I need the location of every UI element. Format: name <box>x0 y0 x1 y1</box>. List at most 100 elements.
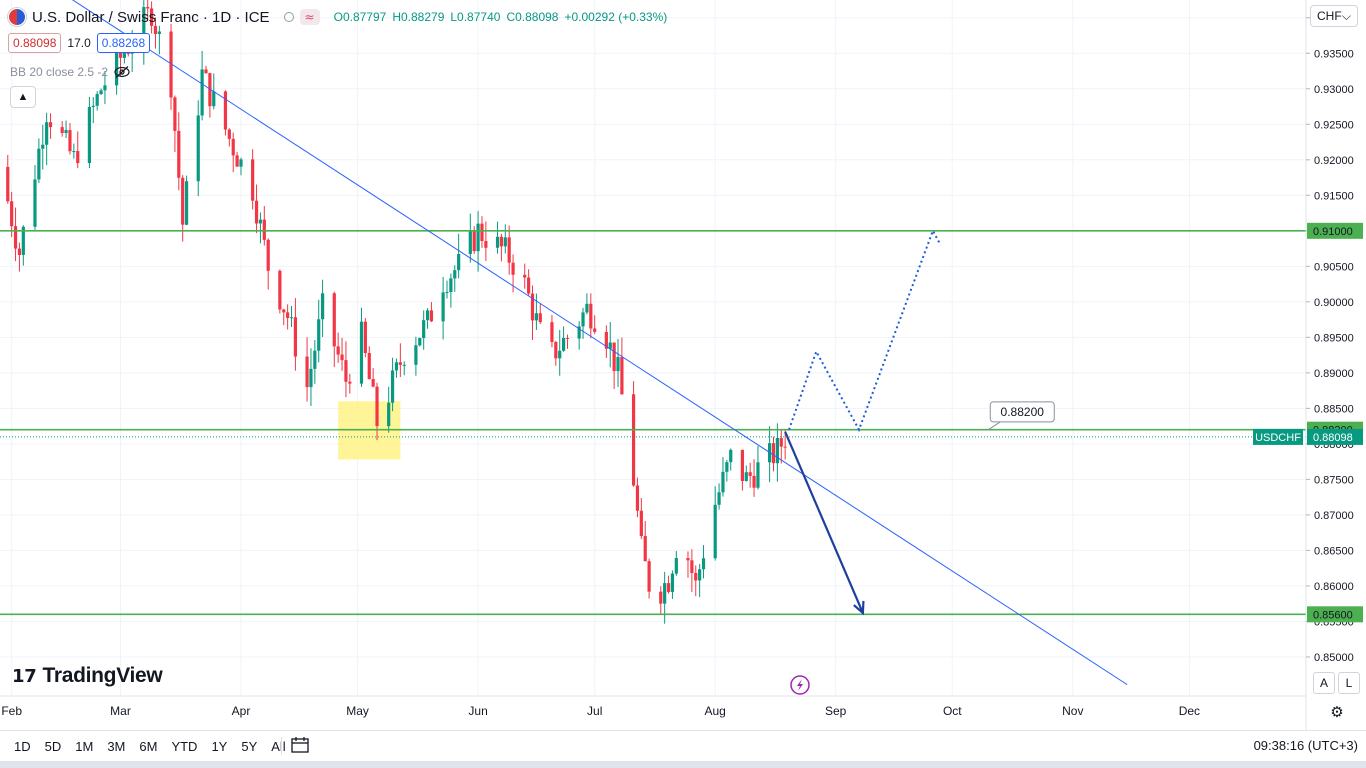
candle-body[interactable] <box>717 492 721 505</box>
candle-body[interactable] <box>499 236 504 247</box>
indicator-legend[interactable]: BB 20 close 2.5 -2 <box>10 65 130 79</box>
candle-body[interactable] <box>99 90 103 95</box>
candle-body[interactable] <box>254 200 259 224</box>
candle-body[interactable] <box>740 449 744 481</box>
candle-body[interactable] <box>278 270 282 310</box>
candle-body[interactable] <box>779 438 783 447</box>
candle-body[interactable] <box>620 357 624 395</box>
candle-body[interactable] <box>235 155 239 167</box>
candle-body[interactable] <box>503 237 507 247</box>
range-3m[interactable]: 3M <box>107 739 126 754</box>
candle-body[interactable] <box>293 317 298 357</box>
range-6m[interactable]: 6M <box>139 739 158 754</box>
candle-body[interactable] <box>721 471 725 493</box>
candle-body[interactable] <box>153 25 158 34</box>
candle-body[interactable] <box>756 462 760 488</box>
candle-body[interactable] <box>13 226 18 249</box>
gear-icon[interactable]: ⚙ <box>1330 704 1344 721</box>
candle-body[interactable] <box>441 292 445 322</box>
candle-body[interactable] <box>169 31 173 98</box>
candle-body[interactable] <box>282 309 286 313</box>
candle-body[interactable] <box>425 310 430 321</box>
candle-body[interactable] <box>177 130 181 178</box>
calendar-icon[interactable] <box>290 736 310 754</box>
candle-body[interactable] <box>698 569 702 581</box>
candle-body[interactable] <box>118 49 123 58</box>
candle-body[interactable] <box>359 321 364 384</box>
candle-body[interactable] <box>554 341 558 359</box>
candle-body[interactable] <box>336 346 340 355</box>
candle-body[interactable] <box>208 73 212 107</box>
candle-body[interactable] <box>775 438 779 464</box>
range-5y[interactable]: 5Y <box>241 739 258 754</box>
level-price-tag[interactable] <box>1307 606 1363 623</box>
clock-readout[interactable]: 09:38:16 (UTC+3) <box>1253 738 1358 753</box>
candle-body[interactable] <box>604 331 608 349</box>
candle-body[interactable] <box>251 159 255 201</box>
candle-body[interactable] <box>371 379 375 387</box>
candle-body[interactable] <box>414 345 418 365</box>
candle-body[interactable] <box>507 237 511 263</box>
candle-body[interactable] <box>157 31 161 34</box>
candle-body[interactable] <box>340 354 344 361</box>
candle-body[interactable] <box>534 313 538 321</box>
candle-body[interactable] <box>480 223 484 242</box>
candle-body[interactable] <box>639 510 643 537</box>
candle-body[interactable] <box>64 130 68 133</box>
range-all[interactable]: All <box>271 739 286 754</box>
candle-body[interactable] <box>783 446 787 448</box>
candle-body[interactable] <box>616 357 620 372</box>
candle-body[interactable] <box>729 449 733 463</box>
bearish-projection-arrow[interactable] <box>784 431 864 614</box>
candle-body[interactable] <box>402 364 406 366</box>
candle-body[interactable] <box>476 223 480 252</box>
candle-body[interactable] <box>558 350 562 359</box>
candle-body[interactable] <box>41 144 45 149</box>
candle-body[interactable] <box>725 462 729 472</box>
candle-body[interactable] <box>231 138 235 156</box>
candle-body[interactable] <box>149 8 154 26</box>
candle-body[interactable] <box>472 230 476 252</box>
level-price-tag[interactable] <box>1307 222 1363 239</box>
candle-body[interactable] <box>115 49 119 86</box>
candle-body[interactable] <box>585 303 589 313</box>
lightning-event-icon[interactable] <box>790 675 810 695</box>
candle-body[interactable] <box>631 394 636 486</box>
candle-body[interactable] <box>429 310 434 322</box>
eye-off-icon[interactable] <box>114 66 130 78</box>
candle-body[interactable] <box>663 583 667 604</box>
candle-body[interactable] <box>495 236 500 248</box>
candle-body[interactable] <box>6 166 10 202</box>
candle-body[interactable] <box>146 7 150 9</box>
candle-body[interactable] <box>344 360 348 382</box>
symbol-title[interactable]: U.S. Dollar / Swiss Franc · 1D · ICE <box>32 8 270 26</box>
candle-body[interactable] <box>332 293 336 347</box>
range-1y[interactable]: 1Y <box>211 739 228 754</box>
candle-body[interactable] <box>223 91 228 130</box>
candle-body[interactable] <box>694 572 698 581</box>
log-scale-button[interactable]: L <box>1338 672 1360 694</box>
candle-body[interactable] <box>313 350 317 369</box>
trendline[interactable] <box>4 0 1128 686</box>
range-ytd[interactable]: YTD <box>171 739 198 754</box>
candle-body[interactable] <box>608 342 612 349</box>
candle-body[interactable] <box>581 312 585 327</box>
candle-body[interactable] <box>744 472 748 481</box>
candle-body[interactable] <box>527 277 531 294</box>
candle-body[interactable] <box>468 230 472 254</box>
candle-body[interactable] <box>577 326 581 339</box>
candle-body[interactable] <box>530 293 535 321</box>
candle-body[interactable] <box>593 328 597 332</box>
candle-body[interactable] <box>95 94 99 106</box>
candle-body[interactable] <box>375 386 379 427</box>
candle-body[interactable] <box>317 319 321 351</box>
candle-body[interactable] <box>690 560 694 573</box>
candle-body[interactable] <box>72 151 76 153</box>
candle-body[interactable] <box>674 558 678 574</box>
candle-body[interactable] <box>142 7 146 47</box>
candle-body[interactable] <box>612 342 616 372</box>
candle-body[interactable] <box>262 219 266 240</box>
candle-body[interactable] <box>91 105 95 107</box>
candle-body[interactable] <box>701 558 706 570</box>
